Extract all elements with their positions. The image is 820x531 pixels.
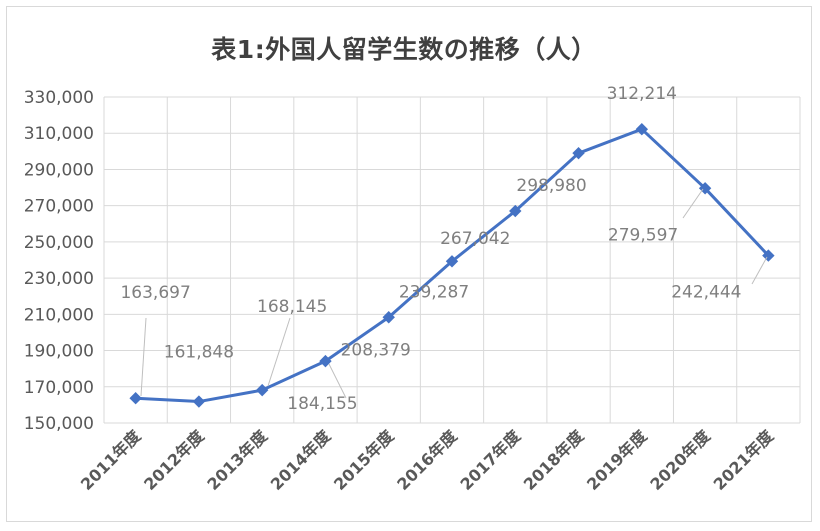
x-tick-label: 2015年度: [330, 426, 398, 494]
data-point: [635, 123, 649, 136]
data-label: 312,214: [607, 84, 677, 104]
data-point: [255, 383, 269, 397]
x-tick-label: 2020年度: [646, 426, 714, 494]
x-tick-label: 2016年度: [393, 426, 461, 494]
chart-frame: [6, 6, 812, 522]
data-point: [382, 311, 395, 324]
x-tick-label: 2018年度: [520, 426, 588, 494]
data-point: [192, 395, 206, 408]
data-point: [572, 146, 585, 160]
x-tick-label: 2013年度: [203, 426, 271, 494]
data-label: 168,145: [257, 297, 327, 317]
label-leader-line: [328, 363, 347, 399]
data-label: 298,980: [516, 176, 586, 196]
y-tick-label: 290,000: [24, 160, 94, 180]
data-point: [445, 255, 459, 268]
data-label: 242,444: [671, 283, 741, 303]
data-label: 161,848: [164, 343, 234, 363]
y-tick-label: 250,000: [24, 233, 94, 253]
y-tick-label: 170,000: [24, 378, 94, 398]
data-point: [698, 182, 712, 195]
x-tick-label: 2011年度: [77, 426, 145, 494]
y-tick-label: 210,000: [24, 305, 94, 325]
label-leader-line: [267, 317, 291, 387]
data-label: 267,042: [440, 229, 510, 249]
data-point: [129, 391, 142, 405]
y-tick-label: 190,000: [24, 342, 94, 362]
data-label: 184,155: [287, 394, 357, 414]
data-label: 208,379: [341, 340, 411, 360]
x-tick-label: 2019年度: [583, 426, 651, 494]
label-leader-line: [682, 188, 704, 219]
x-tick-label: 2017年度: [457, 426, 525, 494]
y-tick-label: 270,000: [24, 197, 94, 217]
x-tick-label: 2014年度: [267, 426, 335, 494]
chart-title: 表1:外国人留学生数の推移（人）: [211, 35, 597, 64]
x-tick-label: 2012年度: [140, 426, 208, 494]
data-point: [509, 204, 522, 218]
data-point: [319, 354, 332, 368]
data-label: 279,597: [608, 225, 678, 245]
y-tick-label: 330,000: [24, 88, 94, 108]
y-tick-label: 230,000: [24, 269, 94, 289]
label-leader-line: [140, 317, 147, 397]
data-point: [762, 249, 775, 262]
x-tick-label: 2021年度: [710, 426, 778, 494]
y-tick-label: 150,000: [24, 414, 94, 434]
data-label: 163,697: [120, 283, 190, 303]
y-tick-label: 310,000: [24, 124, 94, 144]
label-leader-line: [751, 256, 768, 285]
data-label: 239,287: [399, 282, 469, 302]
